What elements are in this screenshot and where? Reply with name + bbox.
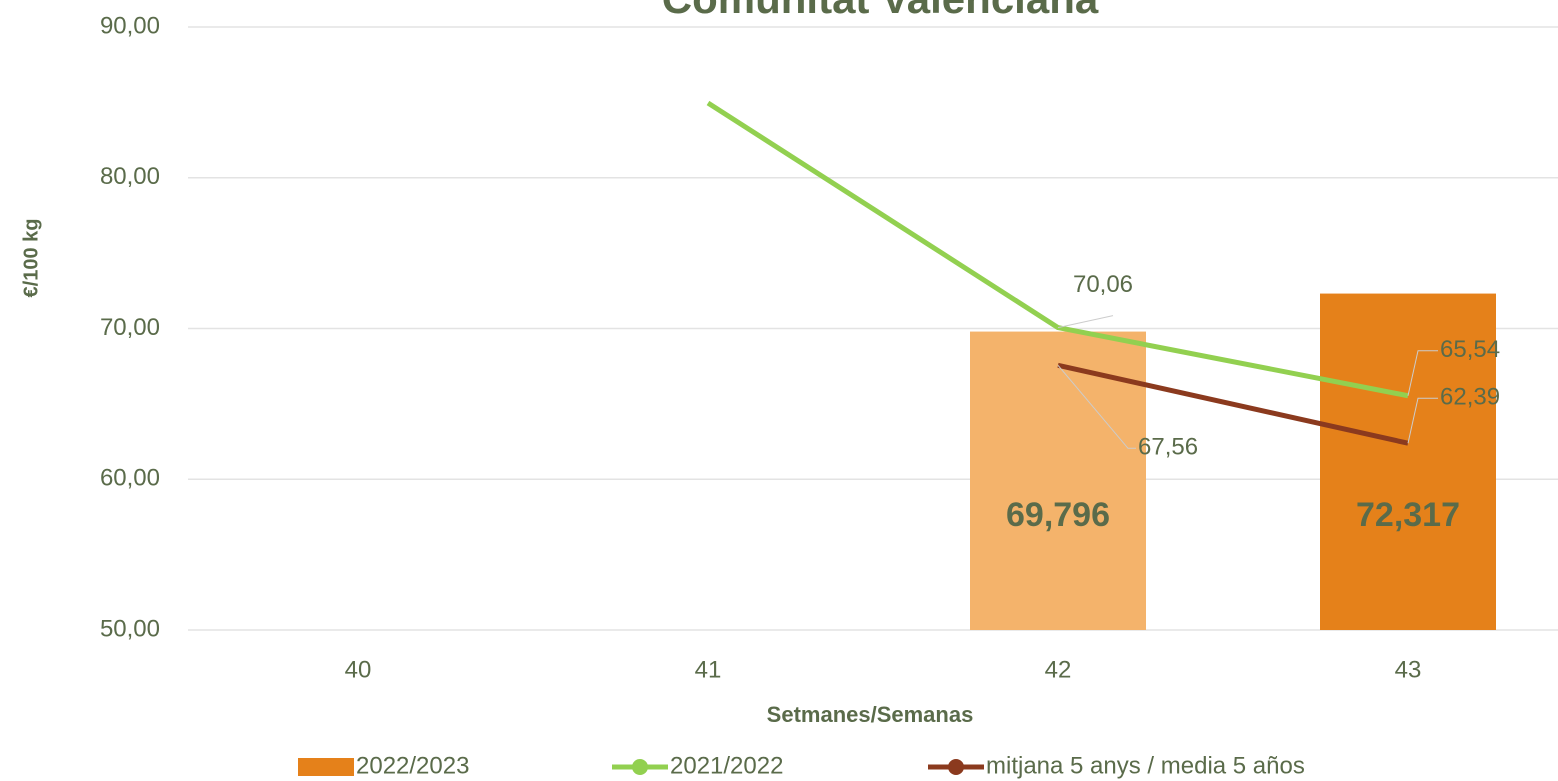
y-tick-label: 70,00 [100, 314, 160, 341]
legend-label: 2022/2023 [356, 752, 469, 779]
legend-swatch [298, 758, 354, 776]
y-tick-label: 80,00 [100, 163, 160, 190]
data-label: 65,54 [1440, 336, 1500, 363]
x-tick-label: 40 [345, 656, 372, 683]
leader [1407, 350, 1438, 396]
leader [1407, 397, 1438, 444]
data-label: 62,39 [1440, 384, 1500, 411]
y-tick-label: 90,00 [100, 12, 160, 39]
chart-title: Comunitat Valenciana [662, 0, 1099, 22]
x-tick-label: 41 [695, 656, 722, 683]
y-axis-title: €/100 kg [20, 219, 42, 298]
line [1057, 362, 1409, 446]
bar [1320, 293, 1496, 630]
x-tick-label: 43 [1395, 656, 1422, 683]
legend-label: mitjana 5 anys / media 5 años [986, 752, 1305, 779]
legend-marker [948, 759, 964, 775]
bar [970, 331, 1146, 630]
legend-label: 2021/2022 [670, 752, 783, 779]
data-label: 69,796 [1006, 496, 1110, 534]
legend-marker [632, 759, 648, 775]
y-tick-label: 50,00 [100, 615, 160, 642]
leader [1057, 364, 1136, 449]
data-label: 67,56 [1138, 434, 1198, 461]
leader [1057, 315, 1114, 329]
data-label: 72,317 [1356, 496, 1460, 534]
data-label: 70,06 [1073, 271, 1133, 298]
x-axis-title: Setmanes/Semanas [767, 702, 974, 727]
y-tick-label: 60,00 [100, 465, 160, 492]
x-tick-label: 42 [1045, 656, 1072, 683]
